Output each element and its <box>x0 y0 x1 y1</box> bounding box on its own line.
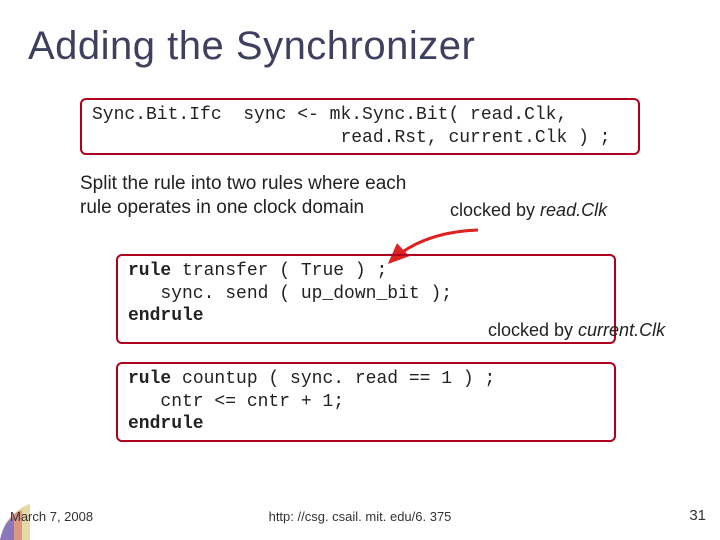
slide-number: 31 <box>689 507 706 524</box>
explain-line2: rule operates in one clock domain <box>80 197 364 218</box>
code-line: Sync.Bit.Ifc sync <- mk.Sync.Bit( read.C… <box>92 105 567 125</box>
keyword-rule: rule <box>128 261 171 281</box>
clocked-prefix: clocked by <box>450 200 540 220</box>
footer-url: http: //csg. csail. mit. edu/6. 375 <box>0 509 720 524</box>
annotation-clocked-read: clocked by read.Clk <box>450 200 607 221</box>
annotation-clocked-current: clocked by current.Clk <box>488 320 665 341</box>
code-line: cntr <= cntr + 1; <box>128 392 344 412</box>
code-line: sync. send ( up_down_bit ); <box>128 284 452 304</box>
code-line: read.Rst, current.Clk ) ; <box>92 128 610 148</box>
explain-line1: Split the rule into two rules where each <box>80 173 406 194</box>
clocked-name: current.Clk <box>578 320 665 340</box>
code-text: countup ( sync. read == 1 ) ; <box>171 369 495 389</box>
clocked-prefix: clocked by <box>488 320 578 340</box>
keyword-endrule: endrule <box>128 414 204 434</box>
code-box-countup: rule countup ( sync. read == 1 ) ; cntr … <box>116 362 616 442</box>
explanation-text: Split the rule into two rules where each… <box>80 172 510 220</box>
keyword-endrule: endrule <box>128 306 204 326</box>
keyword-rule: rule <box>128 369 171 389</box>
code-box-syncbit: Sync.Bit.Ifc sync <- mk.Sync.Bit( read.C… <box>80 98 640 155</box>
slide: Adding the Synchronizer Sync.Bit.Ifc syn… <box>0 0 720 540</box>
slide-title: Adding the Synchronizer <box>28 24 475 69</box>
clocked-name: read.Clk <box>540 200 607 220</box>
code-text: transfer ( True ) ; <box>171 261 387 281</box>
